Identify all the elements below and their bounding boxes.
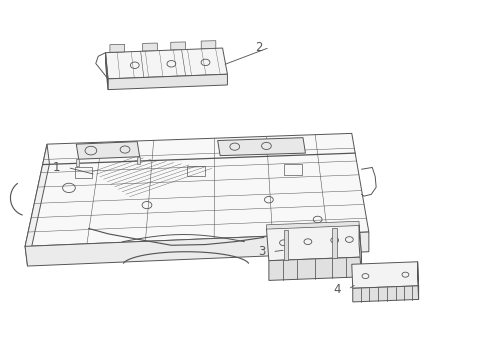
Polygon shape [25,144,49,266]
Polygon shape [217,138,305,156]
Text: 3: 3 [257,245,264,258]
Polygon shape [142,43,157,51]
Polygon shape [108,74,227,90]
Polygon shape [266,225,361,261]
Text: 2: 2 [255,41,263,54]
Polygon shape [201,41,215,49]
Polygon shape [352,286,418,302]
Polygon shape [105,53,108,90]
Polygon shape [76,159,79,166]
Polygon shape [25,134,368,246]
Polygon shape [110,44,124,52]
Polygon shape [76,141,140,159]
Polygon shape [25,232,368,266]
Polygon shape [417,262,418,300]
Text: 1: 1 [53,161,61,174]
Polygon shape [105,48,227,79]
Polygon shape [331,228,336,258]
Polygon shape [137,157,140,164]
Polygon shape [268,257,361,280]
Polygon shape [351,262,418,288]
Text: 4: 4 [333,283,340,296]
Polygon shape [283,230,288,260]
Polygon shape [358,225,361,277]
Polygon shape [266,221,358,229]
Polygon shape [170,42,185,50]
